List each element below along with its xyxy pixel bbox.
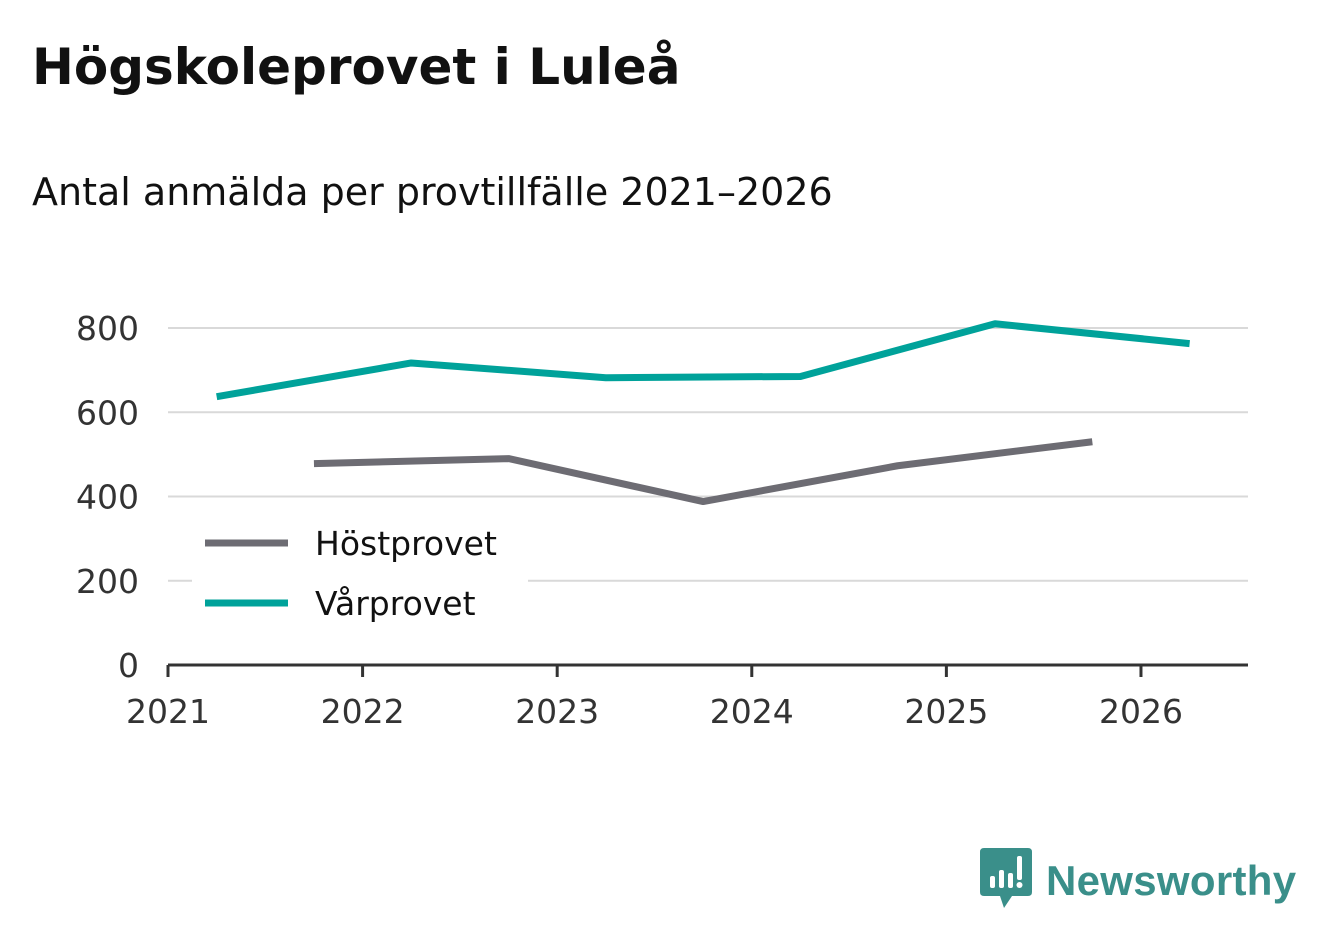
- chart-subtitle: Antal anmälda per provtillfälle 2021–202…: [32, 170, 833, 214]
- legend: Höstprovet Vårprovet: [192, 516, 528, 623]
- series-line-0: [313, 438, 1093, 506]
- newsworthy-logo: Newsworthy: [980, 848, 1296, 914]
- x-tick-label: 2026: [1099, 692, 1183, 731]
- logo-text: Newsworthy: [1046, 857, 1297, 904]
- legend-background: [192, 516, 528, 584]
- y-tick-label: 400: [76, 478, 139, 517]
- legend-label: Höstprovet: [315, 524, 497, 563]
- y-tick-label: 0: [118, 646, 139, 685]
- y-tick-label: 800: [76, 309, 139, 348]
- y-tick-label: 200: [76, 562, 139, 601]
- x-tick-label: 2022: [321, 692, 405, 731]
- series-lines: [216, 320, 1190, 506]
- y-tick-label: 600: [76, 393, 139, 432]
- legend-label: Vårprovet: [315, 584, 476, 623]
- x-tick-label: 2021: [126, 692, 210, 731]
- x-tick-label: 2024: [710, 692, 794, 731]
- x-axis: 2021 2022 2023 2024 2025 2026: [126, 663, 1248, 731]
- series-line-1: [216, 320, 1190, 401]
- x-tick-label: 2023: [515, 692, 599, 731]
- y-axis: 0 200 400 600 800: [76, 309, 139, 685]
- newsworthy-chart-icon: [980, 848, 1032, 914]
- x-tick-label: 2025: [904, 692, 988, 731]
- chart-title: Högskoleprovet i Luleå: [32, 38, 681, 96]
